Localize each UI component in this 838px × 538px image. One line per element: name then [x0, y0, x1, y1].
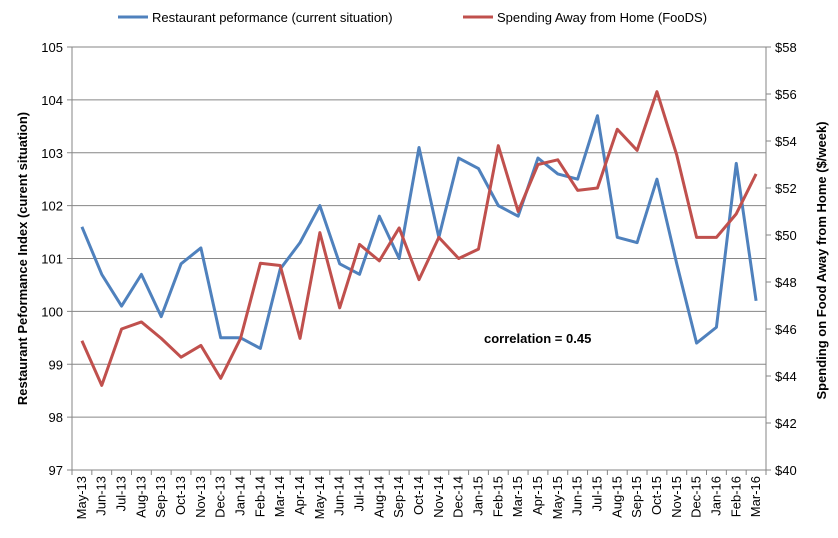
x-tick-label: Feb-14 — [252, 476, 267, 517]
legend-label-restaurant-performance: Restaurant peformance (current situation… — [152, 10, 393, 25]
x-tick-label: Jun-13 — [94, 476, 109, 516]
x-tick-label: Dec-13 — [213, 476, 228, 518]
right-tick-label: $40 — [775, 463, 797, 478]
series-line-0 — [80, 114, 758, 350]
left-tick-label: 105 — [41, 40, 63, 55]
x-tick-label: Jul-13 — [114, 476, 129, 511]
legend-label-spending-away: Spending Away from Home (FooDS) — [497, 10, 707, 25]
legend: Restaurant peformance (current situation… — [118, 10, 707, 25]
right-tick-label: $42 — [775, 416, 797, 431]
left-tick-label: 103 — [41, 146, 63, 161]
x-tick-label: Sep-13 — [153, 476, 168, 518]
left-axis-ticks: 97 98 99 100 101 102 103 104 105 — [41, 40, 72, 478]
x-tick-label: Nov-14 — [431, 476, 446, 518]
left-tick-label: 97 — [49, 463, 63, 478]
left-tick-label: 100 — [41, 304, 63, 319]
right-axis-ticks: $40 $42 $44 $46 $48 $50 $52 $54 $56 $58 — [766, 40, 797, 478]
x-tick-label: Jan-16 — [708, 476, 723, 516]
x-tick-label: Nov-13 — [193, 476, 208, 518]
right-tick-label: $46 — [775, 322, 797, 337]
right-tick-label: $54 — [775, 134, 797, 149]
left-axis-title: Restaurant Peformance Index (curent situ… — [15, 112, 30, 405]
x-tick-label: Feb-16 — [728, 476, 743, 517]
x-tick-label: Jan-15 — [470, 476, 485, 516]
x-tick-label: Jul-15 — [589, 476, 604, 511]
x-axis-ticks: May-13 Jun-13 Jul-13 Aug-13 Sep-13 Oct-13 Nov-… — [71, 470, 767, 519]
x-tick-label: Apr-15 — [530, 476, 545, 515]
left-tick-label: 102 — [41, 199, 63, 214]
x-tick-label: Jun-14 — [332, 476, 347, 516]
x-tick-label: Aug-13 — [133, 476, 148, 518]
right-tick-label: $44 — [775, 369, 797, 384]
right-tick-label: $50 — [775, 228, 797, 243]
x-tick-label: Mar-14 — [272, 476, 287, 517]
x-tick-label: Oct-14 — [411, 476, 426, 515]
x-tick-label: Jun-15 — [570, 476, 585, 516]
right-tick-label: $52 — [775, 181, 797, 196]
correlation-annotation: correlation = 0.45 — [484, 331, 591, 346]
series-line-1 — [80, 90, 758, 387]
right-tick-label: $58 — [775, 40, 797, 55]
x-tick-label: Dec-14 — [451, 476, 466, 518]
x-tick-label: Feb-15 — [490, 476, 505, 517]
x-tick-label: Sep-14 — [391, 476, 406, 518]
x-tick-label: May-13 — [74, 476, 89, 519]
x-tick-label: Aug-15 — [609, 476, 624, 518]
x-tick-label: Apr-14 — [292, 476, 307, 515]
x-tick-label: Mar-16 — [748, 476, 763, 517]
series-lines — [80, 90, 758, 387]
left-tick-label: 101 — [41, 252, 63, 267]
right-axis-title: Spending on Food Away from Home ($/week) — [814, 121, 829, 399]
x-tick-label: Sep-15 — [629, 476, 644, 518]
x-tick-label: May-15 — [550, 476, 565, 519]
x-tick-label: Oct-13 — [173, 476, 188, 515]
x-tick-label: Nov-15 — [669, 476, 684, 518]
left-tick-label: 104 — [41, 93, 63, 108]
right-tick-label: $56 — [775, 87, 797, 102]
x-tick-label: Oct-15 — [649, 476, 664, 515]
left-tick-label: 98 — [49, 410, 63, 425]
x-tick-label: Mar-15 — [510, 476, 525, 517]
left-tick-label: 99 — [49, 357, 63, 372]
x-tick-label: May-14 — [312, 476, 327, 519]
x-tick-label: Jul-14 — [352, 476, 367, 511]
x-tick-label: Aug-14 — [371, 476, 386, 518]
x-tick-label: Dec-15 — [689, 476, 704, 518]
right-tick-label: $48 — [775, 275, 797, 290]
x-tick-label: Jan-14 — [233, 476, 248, 516]
